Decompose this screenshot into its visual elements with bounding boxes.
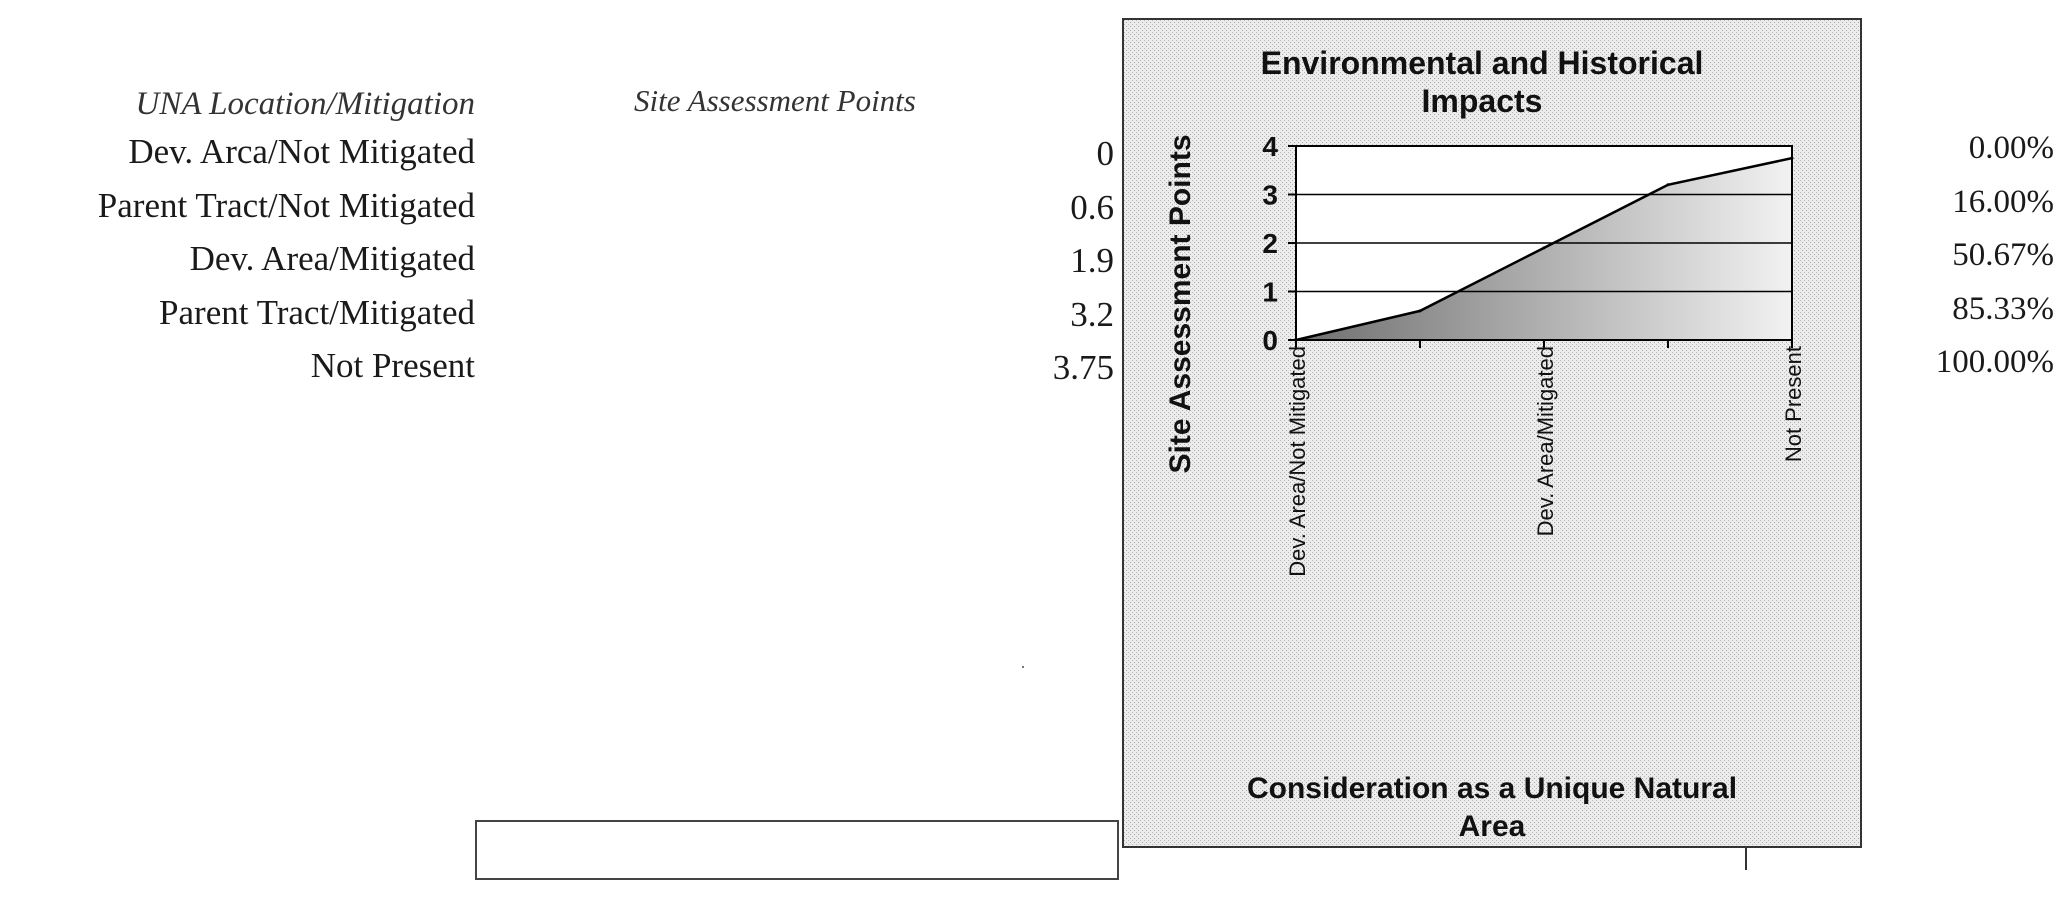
y-tick-label: 1: [1262, 277, 1278, 308]
row-label: Parent Tract/Not Mitigated: [97, 186, 475, 225]
x-axis-title-line: Consideration as a Unique Natural: [1247, 772, 1737, 805]
y-tick-label: 0: [1262, 325, 1278, 356]
x-tick-label: Dev. Area/Not Mitigated: [1285, 346, 1310, 577]
data-point: [1542, 246, 1546, 250]
row-percent: 100.00%: [1935, 344, 2054, 380]
row-label: Dev. Area/Mitigated: [189, 239, 475, 278]
stray-mark: [1022, 666, 1024, 668]
area-chart: Environmental and Historical Impacts Sit…: [1122, 18, 1862, 848]
row-points: 3.75: [1052, 348, 1114, 387]
y-tick-label: 3: [1262, 180, 1278, 211]
row-points: 0.6: [1070, 188, 1114, 227]
empty-input-box: [475, 820, 1119, 880]
data-point: [1418, 309, 1422, 313]
row-percent: 50.67%: [1952, 237, 2054, 273]
row-label: Not Present: [310, 346, 475, 385]
x-tick-label: Not Present: [1781, 346, 1806, 462]
chart-title-line: Environmental and Historical: [1261, 45, 1704, 81]
x-tick-label: Dev. Area/Mitigated: [1533, 346, 1558, 536]
row-points: 3.2: [1070, 295, 1114, 334]
row-percent: 85.33%: [1952, 291, 2054, 327]
row-label: Dev. Arca/Not Mitigated: [128, 132, 475, 171]
row-percent: 0.00%: [1968, 130, 2054, 166]
data-point: [1790, 156, 1794, 160]
column-header-location: UNA Location/Mitigation: [135, 86, 476, 122]
y-axis-label: Site Assessment Points: [1164, 134, 1197, 473]
column-header-points: Site Assessment Points: [634, 83, 916, 118]
chart-title-line: Impacts: [1422, 83, 1543, 119]
data-point: [1666, 183, 1670, 187]
row-percent: 16.00%: [1952, 184, 2054, 220]
x-axis-title-line: Area: [1459, 810, 1526, 843]
row-points: 0: [1096, 134, 1115, 173]
divider-tick: [1745, 836, 1747, 870]
y-tick-label: 4: [1262, 131, 1278, 162]
y-tick-label: 2: [1262, 228, 1278, 259]
row-label: Parent Tract/Mitigated: [159, 293, 475, 332]
chart-panel: Environmental and Historical Impacts Sit…: [1122, 18, 1862, 848]
row-points: 1.9: [1070, 241, 1114, 280]
chart-background: [1122, 18, 1862, 848]
